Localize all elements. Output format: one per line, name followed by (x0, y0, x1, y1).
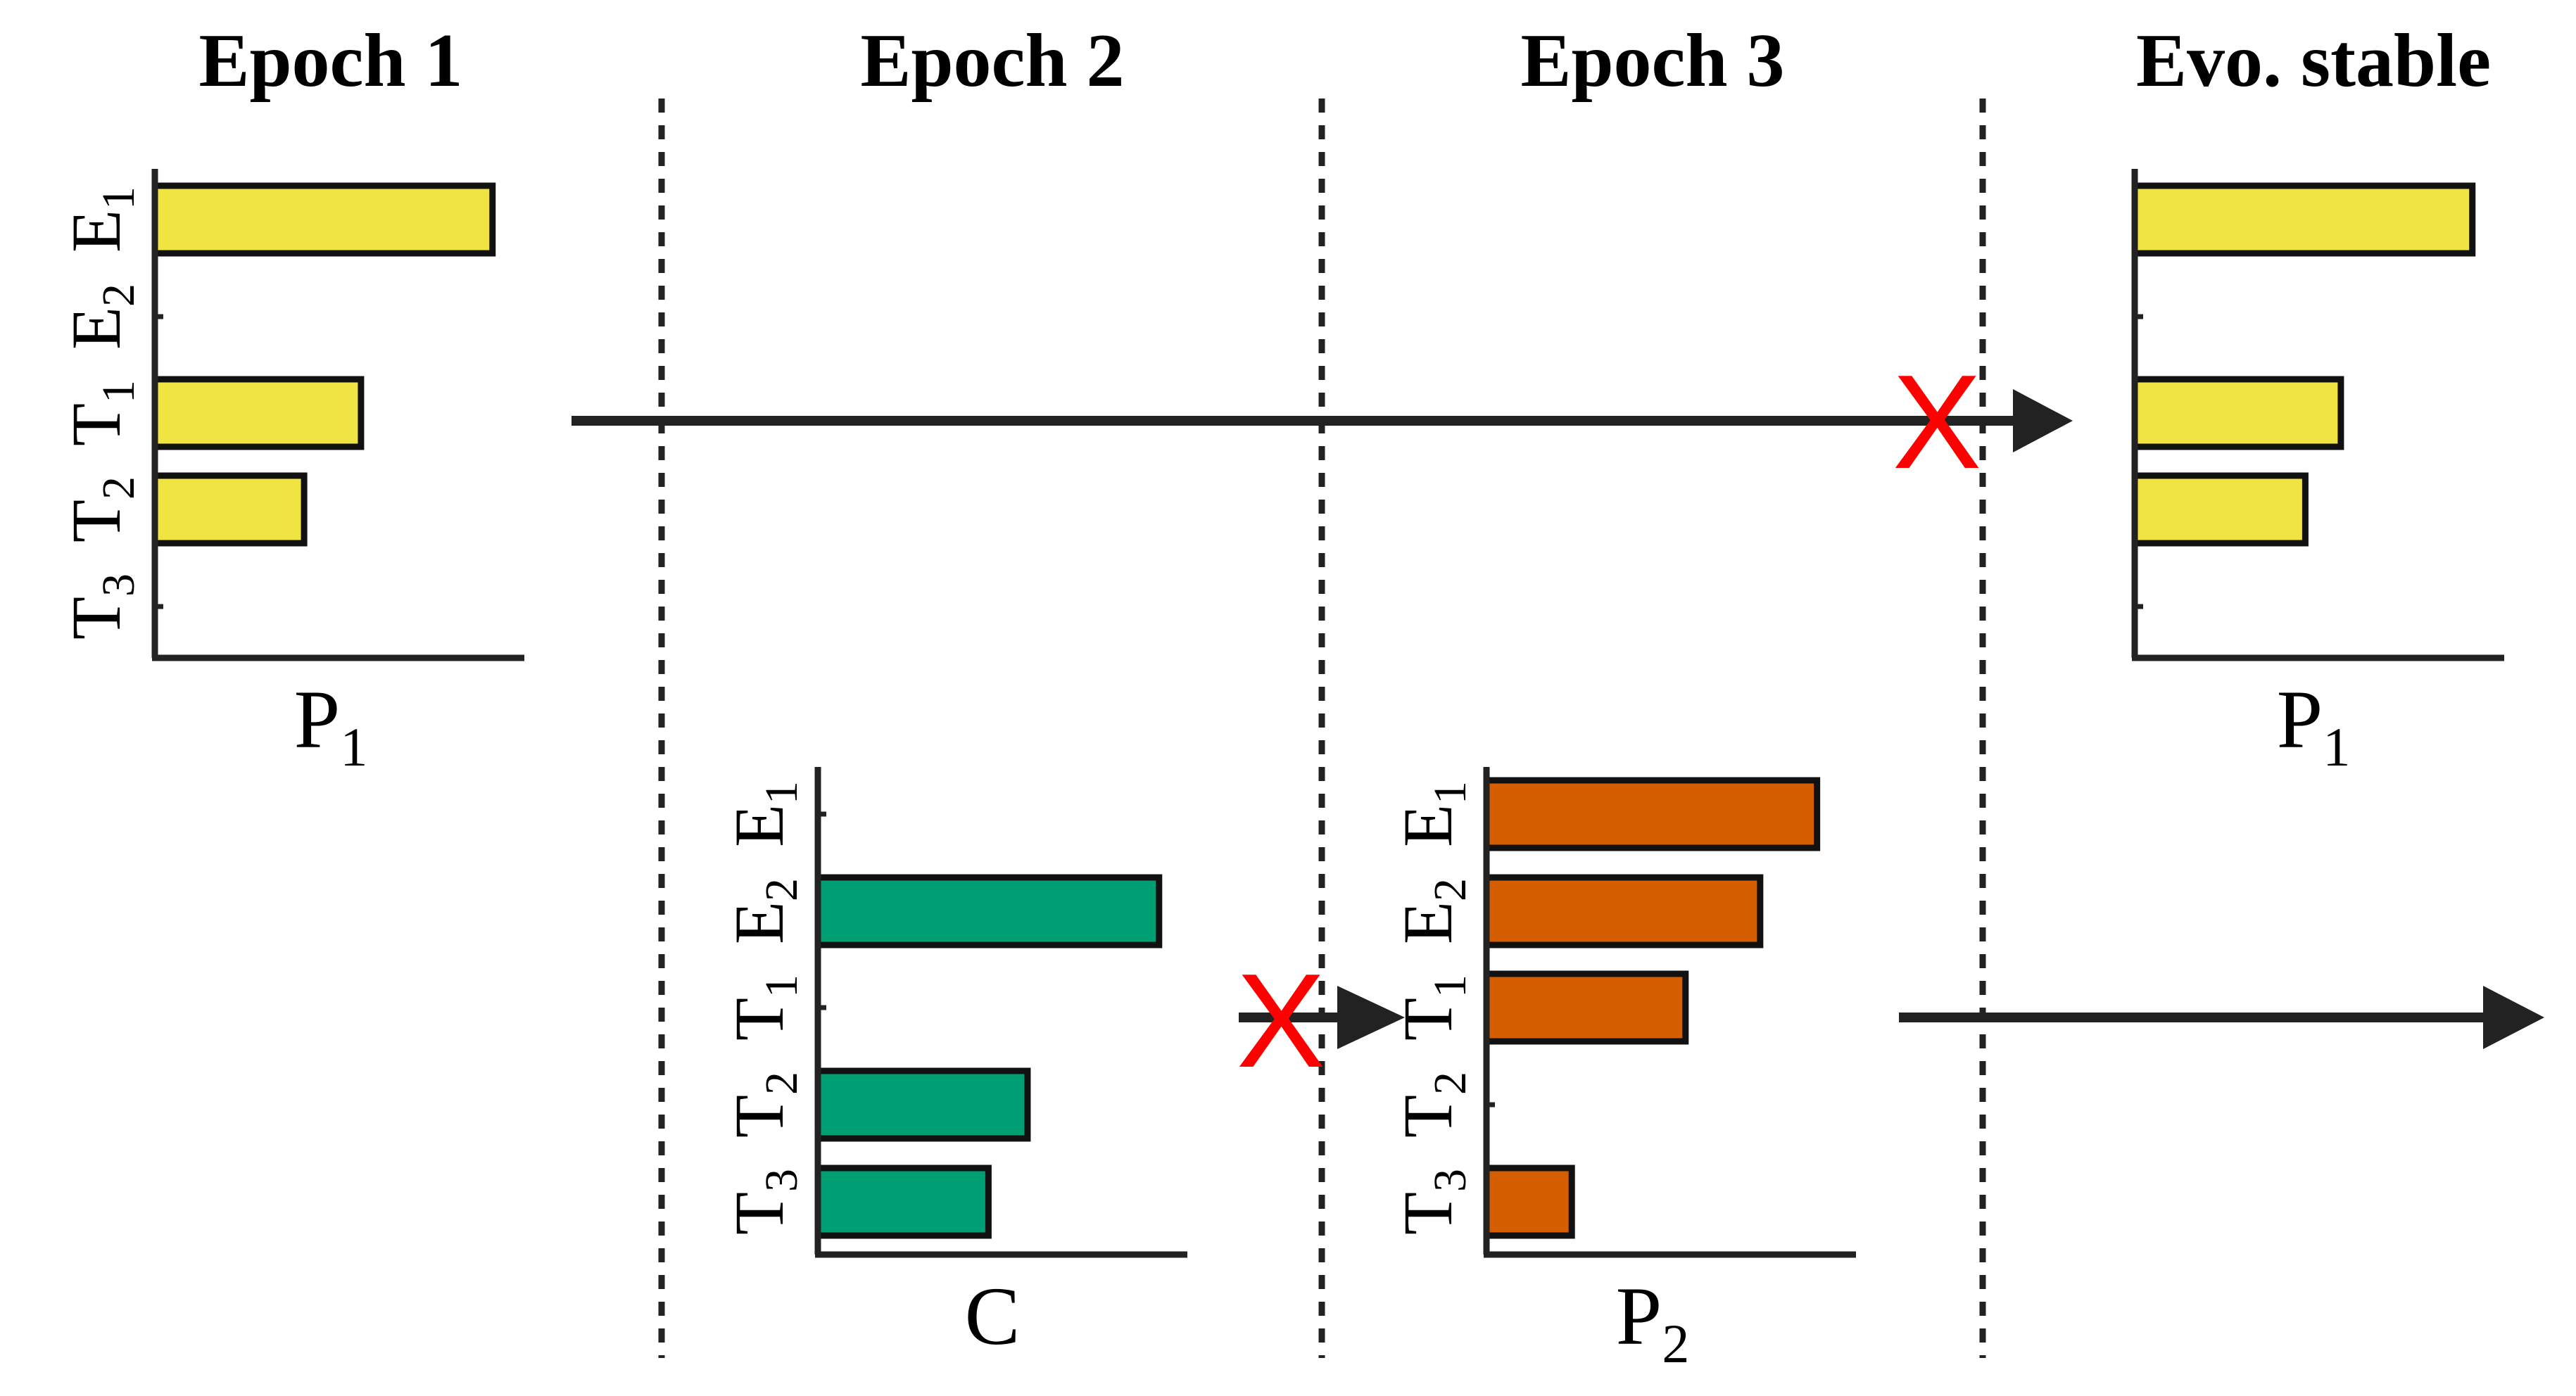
category-label-p2-epoch3-0: E1 (1389, 781, 1476, 847)
arrow-middle (1239, 986, 1405, 1049)
bar-p1-epoch1-3 (151, 472, 308, 547)
category-label-c-epoch2-0: E1 (720, 781, 807, 847)
epoch-title-1: Epoch 1 (198, 19, 462, 103)
bar-p1-epoch1-0 (151, 182, 496, 257)
bar-c-epoch2-4 (814, 1165, 992, 1239)
epoch-title-stable: Evo. stable (2136, 19, 2491, 103)
x-axis-label-p1-stable: P1 (2277, 673, 2351, 778)
bar-p2-epoch3-1 (1483, 874, 1764, 948)
bar-p2-epoch3-2 (1483, 970, 1689, 1045)
category-label-p2-epoch3-2: T1 (1389, 975, 1476, 1041)
cross-mark-top: X (1893, 348, 1982, 497)
category-label-p1-epoch1-0: E1 (57, 186, 144, 253)
x-axis-label-p2-epoch3: P2 (1616, 1270, 1690, 1374)
bar-c-epoch2-3 (814, 1067, 1031, 1142)
x-axis-label-c-epoch2: C (965, 1270, 1021, 1362)
arrow-top (572, 389, 2073, 452)
category-label-c-epoch2-2: T1 (720, 975, 807, 1041)
bar-p1-stable-0 (2131, 182, 2476, 257)
category-label-c-epoch2-4: T3 (720, 1169, 807, 1235)
category-label-p2-epoch3-3: T2 (1389, 1072, 1476, 1138)
category-label-p2-epoch3-1: E2 (1389, 878, 1476, 944)
category-label-c-epoch2-3: T2 (720, 1072, 807, 1138)
chart-p2-epoch3: E1 E2 T1 T2 T3 P2 (1389, 767, 1856, 1374)
x-axis-label-p1-epoch1: P1 (294, 673, 368, 778)
bar-p2-epoch3-0 (1483, 777, 1821, 851)
bar-p1-epoch1-2 (151, 376, 365, 450)
category-label-p2-epoch3-4: T3 (1389, 1169, 1476, 1235)
bar-p1-stable-3 (2131, 472, 2309, 547)
epoch-title-3: Epoch 3 (1520, 19, 1784, 103)
arrow-bottom (1899, 986, 2544, 1049)
category-label-p1-epoch1-3: T2 (57, 476, 144, 542)
category-label-p1-epoch1-2: T1 (57, 380, 144, 446)
category-label-p1-epoch1-1: E2 (57, 284, 144, 350)
bar-p2-epoch3-4 (1483, 1165, 1575, 1239)
category-label-p1-epoch1-4: T3 (57, 573, 144, 640)
category-label-c-epoch2-1: E2 (720, 878, 807, 944)
chart-p1-epoch1: E1 E2 T1 T2 T3 P1 (57, 169, 524, 778)
cross-mark-middle: X (1237, 946, 1326, 1096)
bar-c-epoch2-1 (814, 874, 1163, 948)
chart-p1-stable: P1 (2131, 169, 2504, 778)
bar-p1-stable-2 (2131, 376, 2344, 450)
chart-c-epoch2: E1 E2 T1 T2 T3 C (720, 767, 1187, 1362)
epoch-title-2: Epoch 2 (860, 19, 1124, 103)
